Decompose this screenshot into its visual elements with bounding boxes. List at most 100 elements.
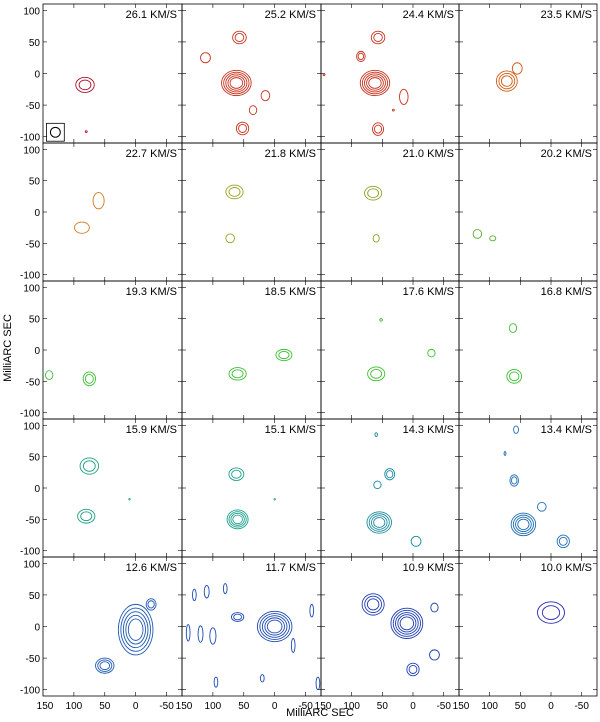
contour-source [372, 122, 385, 136]
velocity-label: 10.9 KM/S [403, 562, 454, 574]
y-tick-label: 0 [34, 346, 40, 357]
contour-level [225, 184, 244, 200]
contour-source [372, 234, 380, 243]
contour-level [517, 518, 530, 531]
contour-source [273, 498, 276, 501]
contour-level [238, 123, 247, 133]
contour-level [368, 77, 382, 89]
contour-level [278, 350, 290, 360]
velocity-label: 14.3 KM/S [403, 424, 454, 436]
contour-level [367, 188, 380, 199]
contour-level [361, 593, 385, 616]
x-tick-label: 50 [238, 701, 250, 712]
y-tick-label: -100 [20, 271, 40, 282]
contour-level [232, 30, 247, 45]
contour-source [84, 130, 88, 134]
channel-panel: 25.2 KM/S [181, 3, 322, 144]
contour-level [509, 371, 520, 382]
y-tick-label: -50 [26, 239, 41, 250]
contour-level [395, 612, 419, 635]
contour-source [373, 480, 382, 490]
contour-source [79, 457, 100, 475]
contour-level [261, 615, 288, 638]
panel-frame [42, 556, 183, 697]
x-tick-label: 0 [272, 701, 278, 712]
contour-level [372, 234, 380, 243]
panel-frame [320, 556, 460, 697]
panel-frame [42, 142, 183, 282]
contour-level [500, 75, 513, 87]
channel-panel: 20.2 KM/S [458, 142, 598, 282]
velocity-label: 19.3 KM/S [126, 286, 177, 298]
contour-source [430, 602, 439, 613]
channel-panel: 21.8 KM/S [181, 142, 322, 282]
contour-level [392, 609, 421, 637]
velocity-label: 10.0 KM/S [541, 562, 592, 574]
contour-source [226, 509, 249, 530]
contour-level [472, 229, 483, 239]
contour-source [248, 105, 258, 116]
contour-level [510, 512, 537, 537]
contour-level [99, 661, 111, 671]
contour-source [509, 474, 519, 487]
contour-level [512, 514, 534, 535]
contour-level [356, 50, 366, 62]
contour-level [390, 607, 424, 639]
channel-panel: 10.0 KM/S 150 100 50 0 -50 [453, 556, 598, 712]
y-tick-label: -50 [26, 515, 41, 526]
contour-level [248, 105, 258, 116]
contour-level [364, 595, 382, 613]
contour-level [264, 617, 285, 636]
velocity-label: 15.1 KM/S [265, 424, 316, 436]
contour-source [260, 90, 271, 102]
contour-level [556, 534, 570, 549]
contour-level [315, 676, 321, 691]
panel-frame [181, 280, 322, 420]
contour-level [397, 614, 417, 633]
contour-level [511, 62, 523, 75]
contour-level [322, 73, 326, 77]
x-tick-label: 150 [176, 701, 193, 712]
contour-level [228, 467, 245, 481]
contour-level [515, 516, 532, 533]
contour-level [427, 348, 436, 358]
contour-level [203, 584, 210, 599]
y-tick-label: 0 [34, 623, 40, 634]
panel-frame [458, 3, 598, 144]
x-tick-label: 50 [515, 701, 527, 712]
contour-source [495, 70, 518, 92]
contour-source [399, 88, 409, 105]
channel-panel: 21.0 KM/S [320, 142, 460, 282]
y-tick-label: -50 [26, 101, 41, 112]
contour-level [392, 108, 395, 112]
contour-level [231, 469, 242, 479]
y-tick-label: 100 [23, 421, 40, 432]
contour-source [556, 534, 570, 549]
contour-level [256, 610, 293, 643]
contour-source [117, 603, 154, 656]
velocity-label: 21.8 KM/S [265, 148, 316, 160]
contour-source [356, 50, 366, 62]
contour-level [234, 32, 245, 42]
contour-level [429, 649, 440, 661]
panel-frame [181, 418, 322, 558]
x-tick-label: 50 [99, 701, 111, 712]
contour-level [359, 69, 391, 97]
contour-level [95, 657, 115, 674]
contour-level [197, 625, 204, 643]
x-tick-label: 100 [481, 701, 498, 712]
beam-box [46, 122, 65, 142]
contour-level [229, 77, 244, 89]
contour-source [489, 235, 497, 242]
contour-level [537, 501, 547, 512]
contour-source [213, 676, 219, 688]
contour-level [232, 514, 243, 525]
x-tick-label: 0 [133, 701, 139, 712]
contour-source [145, 598, 157, 611]
contour-source [222, 583, 228, 595]
contour-level [185, 624, 191, 642]
contour-level [541, 605, 561, 620]
contour-level [386, 470, 394, 479]
contour-level [372, 122, 385, 136]
channel-panel: 24.4 KM/S [320, 3, 460, 144]
